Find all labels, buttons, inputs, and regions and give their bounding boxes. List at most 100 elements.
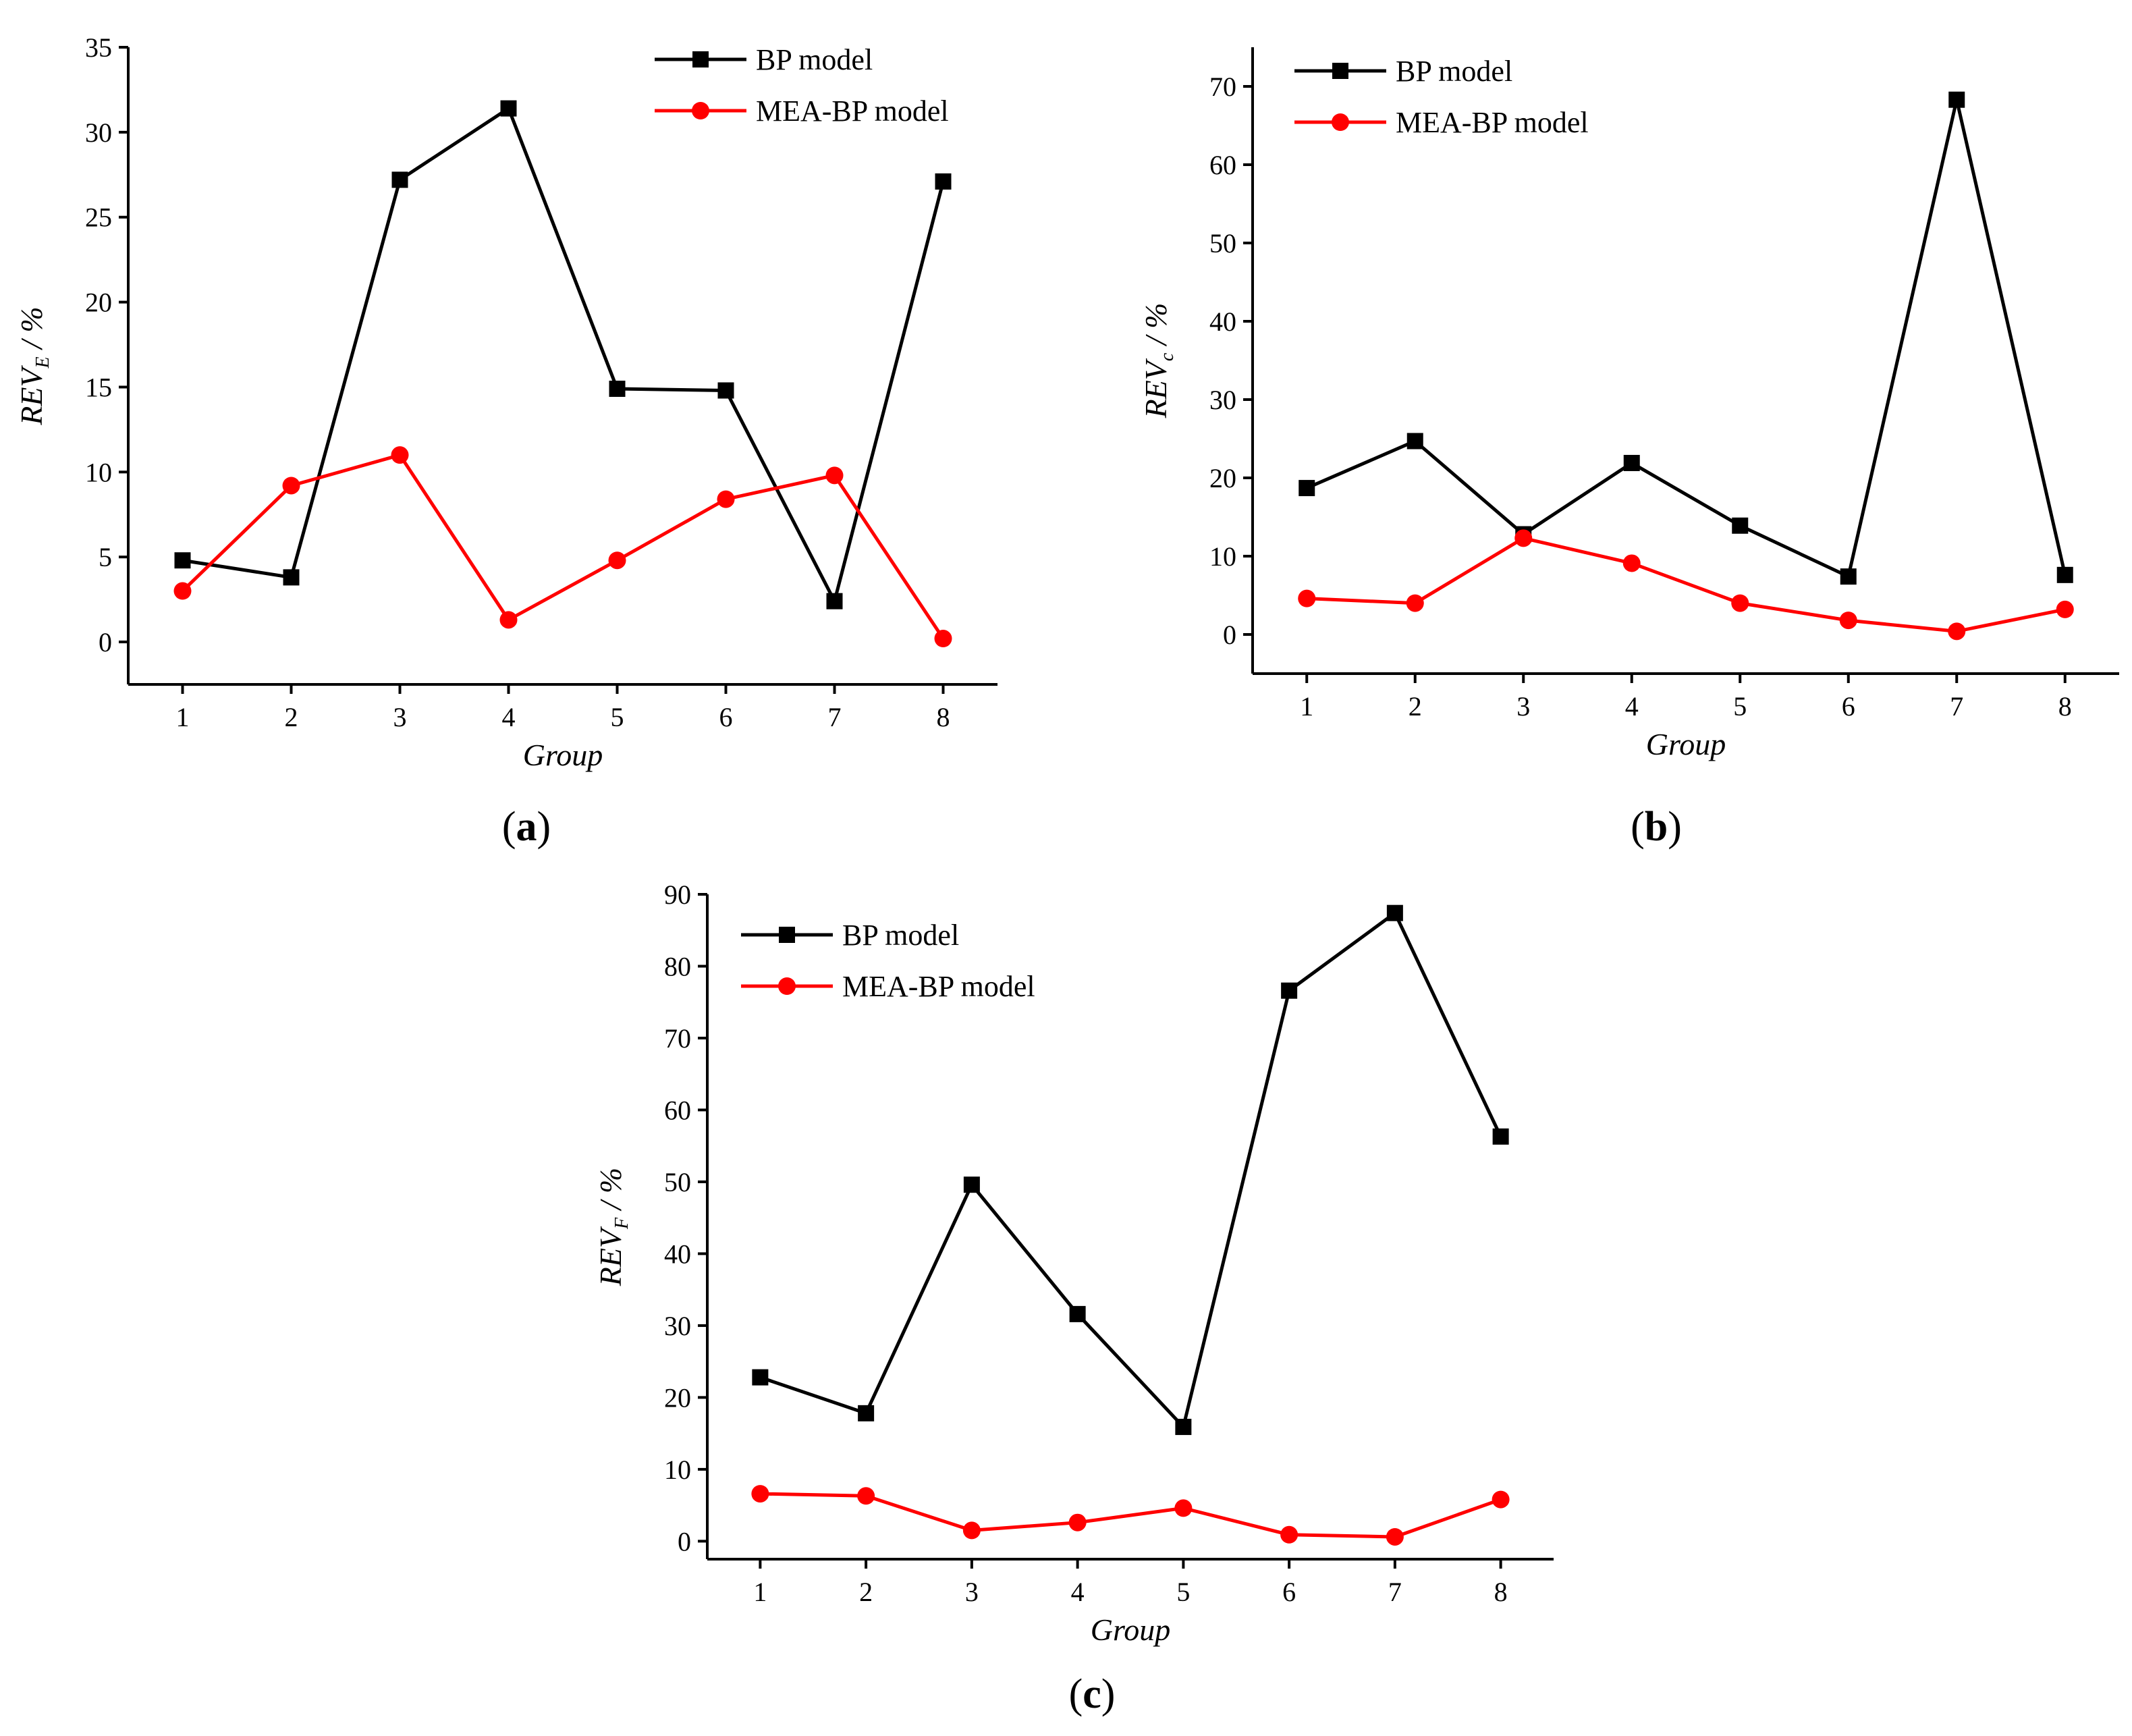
- x-tick-label: 1: [753, 1577, 767, 1607]
- y-tick-label: 30: [85, 117, 112, 148]
- series-line-bp: [1306, 98, 2067, 578]
- data-point-bp: [174, 552, 191, 569]
- data-point-bp: [1175, 1419, 1192, 1436]
- x-tick-label: 8: [1494, 1577, 1508, 1607]
- data-point-mea-bp: [1622, 554, 1641, 572]
- data-point-mea-bp: [282, 477, 300, 495]
- y-tick-label: 50: [664, 1167, 691, 1197]
- x-tick-label: 5: [1176, 1577, 1190, 1607]
- x-tick-label: 5: [1733, 691, 1747, 722]
- legend-entry-mea-bp: MEA-BP model: [741, 970, 1035, 1003]
- data-point-bp: [500, 100, 517, 117]
- legend-label: BP model: [1396, 55, 1512, 88]
- y-tick-label: 25: [85, 202, 112, 233]
- data-point-bp: [609, 380, 626, 397]
- data-point-mea-bp: [825, 466, 844, 485]
- y-tick-label: 0: [1223, 620, 1236, 650]
- series-line-bp: [759, 911, 1502, 1429]
- data-point-bp: [1386, 904, 1403, 921]
- y-axis-title-unit: / %: [593, 1168, 628, 1218]
- data-point-mea-bp: [1406, 594, 1424, 612]
- data-point-bp: [752, 1369, 769, 1386]
- chart-panel-c: 0 10 20 30 40 50 60 70 80 90 1 2 3 4 5 6 7 8 Group REVF / %…: [593, 879, 1554, 1717]
- y-tick-label: 90: [664, 879, 691, 910]
- y-tick-label: 15: [85, 372, 112, 402]
- y-axis-title-subscript: E: [32, 356, 53, 369]
- y-axis-title-main: REV: [593, 1226, 628, 1286]
- y-tick-label: 70: [1209, 72, 1236, 102]
- x-tick-label: 7: [1388, 1577, 1402, 1607]
- y-tick-label: 70: [664, 1023, 691, 1054]
- x-tick-label: 6: [1282, 1577, 1296, 1607]
- data-point-mea-bp: [1948, 622, 1966, 641]
- data-point-mea-bp: [1514, 529, 1533, 547]
- data-point-bp: [1732, 517, 1749, 534]
- y-tick-label: 60: [664, 1095, 691, 1125]
- y-axis-title-main: REV: [1139, 358, 1173, 418]
- legend-entry-bp: BP model: [741, 919, 959, 952]
- data-point-mea-bp: [1174, 1499, 1193, 1517]
- data-point-bp: [858, 1405, 875, 1421]
- data-point-bp: [1623, 454, 1640, 471]
- y-tick-label: 40: [664, 1239, 691, 1269]
- chart-panel-b: 0 10 20 30 40 50 60 70 1 2 3 4 5 6 7 8 Group REVc / % BP m…: [1139, 47, 2119, 850]
- x-tick-label: 5: [611, 702, 624, 732]
- data-point-bp: [935, 173, 952, 190]
- series-line-mea-bp: [181, 453, 945, 640]
- x-tick-label: 6: [719, 702, 733, 732]
- data-point-mea-bp: [2056, 600, 2074, 618]
- legend-marker-square: [1332, 63, 1348, 79]
- legend-label: MEA-BP model: [756, 94, 949, 128]
- data-point-mea-bp: [499, 611, 518, 629]
- x-tick-label: 8: [937, 702, 950, 732]
- y-tick-label: 10: [664, 1455, 691, 1485]
- y-tick-label: 30: [1209, 385, 1236, 415]
- panel-label-close: ): [1668, 804, 1682, 850]
- x-tick-label: 8: [2058, 691, 2072, 722]
- data-point-mea-bp: [1068, 1513, 1087, 1531]
- y-axis-title-subscript: F: [611, 1217, 632, 1230]
- x-axis-title: Group: [1646, 727, 1726, 761]
- data-point-bp: [1840, 568, 1857, 585]
- data-point-bp: [1406, 433, 1423, 450]
- panel-label-close: ): [1101, 1671, 1116, 1717]
- y-axis-title-unit: / %: [1139, 303, 1173, 353]
- x-tick-label: 4: [1625, 691, 1639, 722]
- legend-marker-square: [692, 51, 709, 67]
- data-point-mea-bp: [934, 630, 952, 648]
- y-tick-label: 0: [99, 627, 112, 657]
- panel-label-open: (: [1631, 804, 1645, 850]
- legend-entry-mea-bp: MEA-BP model: [1294, 106, 1589, 139]
- x-tick-label: 3: [965, 1577, 979, 1607]
- y-tick-label: 35: [85, 32, 112, 63]
- panel-label-open: (: [502, 804, 516, 850]
- x-axis-title: Group: [523, 738, 603, 772]
- x-axis-title: Group: [1091, 1612, 1170, 1647]
- data-point-mea-bp: [608, 551, 626, 570]
- y-tick-label: 5: [99, 542, 112, 572]
- y-axis-title: REVE / %: [14, 306, 53, 426]
- y-axis-title: REVc / %: [1139, 303, 1178, 419]
- y-tick-label: 20: [85, 288, 112, 318]
- data-point-mea-bp: [751, 1485, 769, 1503]
- panel-label: (b): [1631, 804, 1682, 850]
- y-tick-label: 20: [1209, 463, 1236, 493]
- data-point-mea-bp: [857, 1487, 875, 1505]
- x-tick-label: 1: [1300, 691, 1313, 722]
- y-axis-title-subscript: c: [1157, 352, 1178, 361]
- legend-label: MEA-BP model: [842, 970, 1035, 1003]
- panel-label-letter: c: [1083, 1671, 1101, 1717]
- legend-label: BP model: [842, 919, 959, 952]
- data-point-bp: [963, 1176, 980, 1193]
- series-line-mea-bp: [760, 1492, 1502, 1539]
- panel-label-open: (: [1069, 1671, 1083, 1717]
- data-point-mea-bp: [1280, 1525, 1299, 1544]
- x-tick-label: 2: [859, 1577, 873, 1607]
- data-point-mea-bp: [1386, 1527, 1404, 1546]
- panel-label-close: ): [537, 804, 551, 850]
- data-point-bp: [1299, 480, 1315, 497]
- y-axis-title-unit: / %: [14, 306, 49, 356]
- x-tick-label: 3: [1516, 691, 1530, 722]
- data-point-bp: [283, 569, 300, 586]
